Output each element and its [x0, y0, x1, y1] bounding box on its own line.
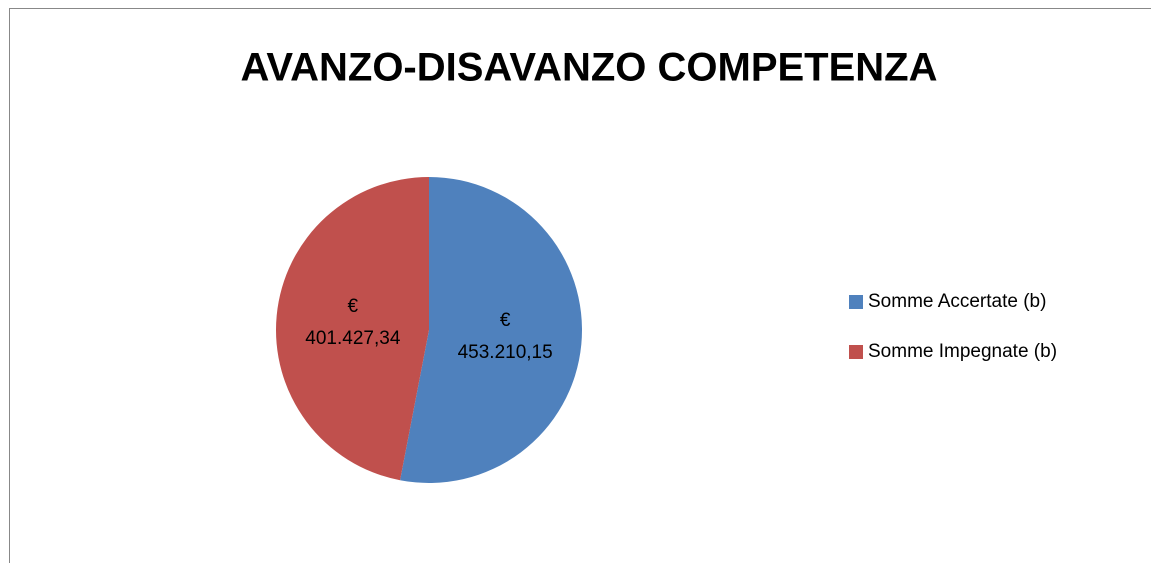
legend-swatch	[849, 345, 863, 359]
data-label: € 401.427,34	[305, 295, 401, 349]
data-label: € 453.210,15	[457, 310, 553, 364]
pie-slice	[275, 177, 429, 481]
legend-label: Somme Impegnate (b)	[868, 341, 1057, 362]
legend-swatch	[849, 295, 863, 309]
chart-title: AVANZO-DISAVANZO COMPETENZA	[240, 46, 937, 90]
pie-slice	[400, 177, 582, 483]
chart-border	[9, 8, 1151, 563]
legend-label: Somme Accertate (b)	[868, 291, 1046, 312]
